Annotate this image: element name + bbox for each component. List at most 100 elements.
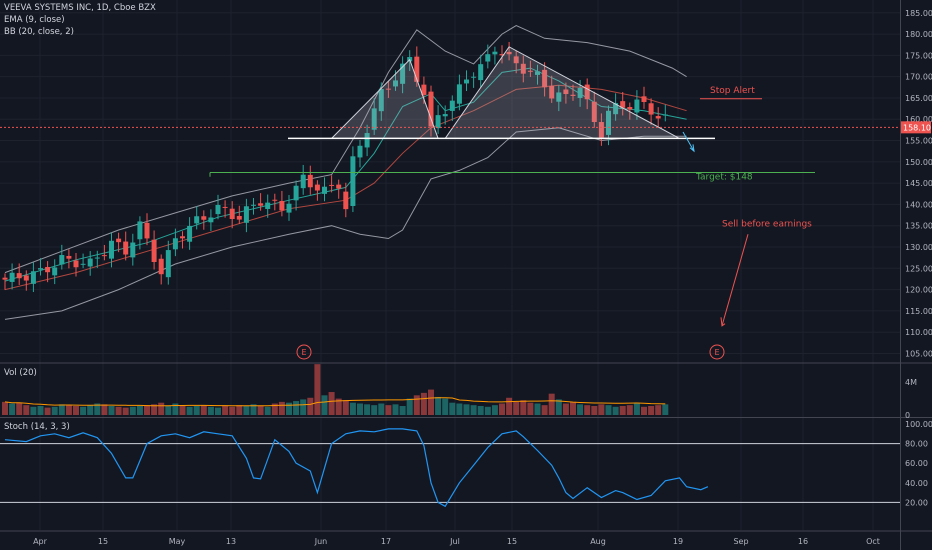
candle-body[interactable] [634, 99, 640, 113]
volume-bar[interactable] [413, 395, 420, 415]
candle-body[interactable] [414, 56, 420, 82]
candle-body[interactable] [535, 71, 540, 75]
candle-body[interactable] [16, 273, 22, 279]
volume-bar[interactable] [435, 396, 442, 415]
volume-bar[interactable] [392, 404, 399, 415]
volume-bar[interactable] [534, 403, 541, 415]
candle-body[interactable] [485, 54, 491, 62]
volume-bar[interactable] [286, 402, 292, 415]
volume-bar[interactable] [662, 404, 669, 415]
projection-arrow[interactable] [682, 131, 695, 152]
candle-body[interactable] [137, 221, 143, 240]
volume-bar[interactable] [470, 405, 477, 415]
volume-bar[interactable] [73, 405, 79, 415]
volume-bar[interactable] [129, 406, 136, 415]
candle-body[interactable] [336, 184, 342, 189]
candle-body[interactable] [208, 217, 214, 223]
candle-body[interactable] [73, 260, 79, 268]
volume-bar[interactable] [349, 402, 356, 415]
candle-body[interactable] [591, 101, 597, 123]
volume-bar[interactable] [200, 405, 207, 415]
volume-bar[interactable] [655, 405, 662, 415]
candle-body[interactable] [66, 255, 72, 259]
sell-arrow[interactable] [721, 234, 749, 326]
candle-body[interactable] [279, 200, 285, 211]
volume-bar[interactable] [399, 405, 406, 415]
candle-body[interactable] [94, 257, 100, 259]
volume-bar[interactable] [151, 404, 158, 415]
volume-bar[interactable] [619, 405, 626, 415]
candle-body[interactable] [648, 103, 654, 115]
candle-body[interactable] [435, 115, 441, 129]
volume-bar[interactable] [229, 406, 236, 415]
candle-body[interactable] [606, 110, 611, 135]
volume-bar[interactable] [278, 401, 285, 415]
candle-body[interactable] [478, 64, 484, 81]
volume-bar[interactable] [51, 406, 58, 415]
volume-bar[interactable] [179, 405, 186, 415]
candle-body[interactable] [584, 84, 590, 100]
candle-body[interactable] [180, 236, 185, 239]
volume-bar[interactable] [314, 364, 321, 415]
candle-body[interactable] [371, 108, 377, 130]
volume-bar[interactable] [37, 405, 44, 415]
candle-body[interactable] [286, 203, 292, 213]
volume-bar[interactable] [520, 400, 527, 415]
volume-bar[interactable] [16, 402, 23, 415]
candle-body[interactable] [456, 84, 462, 104]
candle-body[interactable] [300, 174, 306, 189]
volume-bar[interactable] [30, 406, 37, 415]
candle-body[interactable] [464, 79, 469, 84]
candle-body[interactable] [144, 222, 150, 239]
volume-bar[interactable] [428, 389, 434, 415]
volume-bar[interactable] [406, 398, 413, 415]
candle-body[interactable] [385, 88, 391, 90]
volume-bar[interactable] [371, 405, 378, 415]
earnings-marker[interactable] [296, 344, 312, 360]
volume-bar[interactable] [236, 405, 243, 415]
candle-body[interactable] [322, 186, 327, 194]
volume-bar[interactable] [577, 404, 584, 415]
candle-body[interactable] [30, 271, 36, 284]
earnings-marker[interactable] [709, 344, 725, 360]
volume-bar[interactable] [271, 403, 278, 415]
volume-bar[interactable] [293, 401, 300, 415]
volume-bar[interactable] [172, 403, 179, 415]
candle-body[interactable] [549, 85, 555, 99]
volume-legend[interactable]: Vol (20) [4, 368, 37, 378]
volume-bar[interactable] [136, 405, 143, 415]
volume-bar[interactable] [527, 402, 534, 415]
volume-bar[interactable] [321, 395, 328, 415]
volume-bar[interactable] [584, 405, 591, 415]
candle-body[interactable] [215, 204, 221, 215]
stoch-k-line[interactable] [4, 428, 709, 508]
volume-bar[interactable] [186, 406, 193, 415]
volume-bar[interactable] [65, 405, 72, 415]
volume-bar[interactable] [541, 405, 548, 415]
volume-bar[interactable] [58, 404, 65, 415]
volume-bar[interactable] [23, 405, 30, 415]
volume-bar[interactable] [364, 404, 371, 415]
volume-bar[interactable] [477, 405, 484, 415]
volume-bar[interactable] [207, 406, 214, 415]
volume-bar[interactable] [463, 404, 470, 415]
candle-body[interactable] [627, 107, 633, 110]
volume-bar[interactable] [215, 407, 221, 415]
candle-body[interactable] [329, 184, 335, 186]
volume-bar[interactable] [648, 405, 655, 415]
candle-body[interactable] [613, 103, 619, 115]
volume-bar[interactable] [44, 407, 51, 415]
candle-body[interactable] [23, 275, 29, 281]
volume-bar[interactable] [9, 403, 16, 415]
candle-body[interactable] [116, 238, 122, 243]
candle-body[interactable] [293, 185, 299, 201]
candle-body[interactable] [194, 216, 200, 224]
candle-body[interactable] [520, 63, 526, 74]
candle-body[interactable] [80, 263, 86, 265]
candle-body[interactable] [38, 268, 43, 270]
candle-body[interactable] [236, 216, 242, 220]
volume-bar[interactable] [484, 406, 491, 415]
volume-bar[interactable] [456, 403, 463, 415]
volume-bar[interactable] [378, 403, 385, 415]
